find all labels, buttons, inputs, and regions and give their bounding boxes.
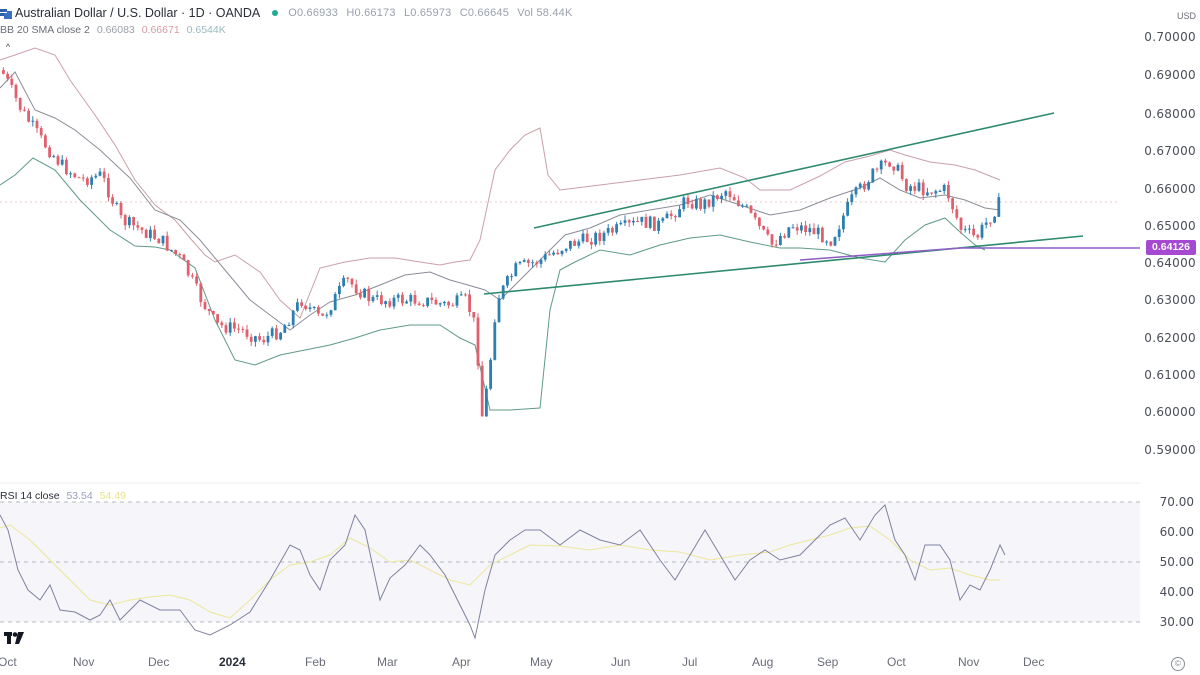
time-label-year: 2024: [219, 655, 246, 669]
time-label: Sep: [817, 655, 839, 669]
low-value: L0.65973: [403, 7, 452, 19]
symbol-title[interactable]: Australian Dollar / U.S. Dollar · 1D · O…: [15, 6, 261, 20]
time-label: Mar: [377, 655, 398, 669]
time-label: Dec: [1023, 655, 1045, 669]
rsi-axis-label: 30.00: [1159, 615, 1194, 629]
close-value: C0.66645: [459, 7, 510, 19]
time-label: May: [530, 655, 553, 669]
price-label: 0.59000: [1144, 443, 1196, 457]
collapse-legend-icon[interactable]: ^: [5, 42, 11, 52]
bb-lower-band: [0, 157, 986, 411]
bb-upper-value: 0.66671: [141, 24, 180, 36]
bollinger-legend[interactable]: BB 20 SMA close 2 0.66083 0.66671 0.6544…: [0, 24, 226, 36]
support-trendline[interactable]: [799, 247, 1140, 261]
time-label: Dec: [148, 655, 170, 669]
price-axis[interactable]: USD 0.70000 0.69000 0.68000 0.67000 0.66…: [1140, 0, 1200, 480]
volume-value: Vol 58.44K: [517, 7, 573, 19]
rsi-legend[interactable]: RSI 14 close 53.54 54.49: [0, 490, 126, 502]
price-label: 0.70000: [1144, 30, 1196, 44]
lower-channel-trendline[interactable]: [483, 235, 1084, 295]
time-label: Oct: [0, 655, 17, 669]
price-label: 0.63000: [1144, 293, 1196, 307]
price-label: 0.66000: [1144, 182, 1196, 196]
high-value: H0.66173: [346, 7, 396, 19]
currency-label: USD: [1176, 11, 1196, 21]
rsi-axis[interactable]: 70.00 60.00 50.00 40.00 30.00: [1140, 488, 1200, 638]
time-label: Oct: [887, 655, 906, 669]
rsi-axis-label: 60.00: [1159, 525, 1194, 539]
ohlc-values: O0.66933 H0.66173 L0.65973 C0.66645 Vol …: [288, 7, 577, 19]
time-label: Jul: [682, 655, 698, 669]
chart-header: Australian Dollar / U.S. Dollar · 1D · O…: [0, 4, 578, 22]
price-tag[interactable]: 0.64126: [1146, 240, 1196, 255]
price-chart-canvas[interactable]: [0, 0, 1140, 655]
bb-basis: [0, 71, 1001, 331]
bb-upper-band: [0, 47, 1001, 319]
price-label: 0.67000: [1144, 144, 1196, 158]
rsi-axis-label: 40.00: [1159, 585, 1194, 599]
rsi-ma-value: 54.49: [99, 490, 126, 502]
upper-channel-trendline[interactable]: [533, 112, 1055, 229]
time-label: Nov: [73, 655, 95, 669]
price-label: 0.62000: [1144, 331, 1196, 345]
time-label: Nov: [958, 655, 980, 669]
symbol-flag-icon: [0, 9, 12, 19]
price-label: 0.61000: [1144, 368, 1196, 382]
time-label: Aug: [752, 655, 774, 669]
time-label: Jun: [611, 655, 631, 669]
candlestick-series: [2, 67, 1001, 417]
time-axis[interactable]: Oct Nov Dec 2024 Feb Mar Apr May Jun Jul…: [0, 655, 1140, 673]
rsi-ma-line: [0, 524, 1000, 619]
bb-basis-value: 0.66083: [96, 24, 135, 36]
price-label: 0.60000: [1144, 405, 1196, 419]
chart-settings-icon[interactable]: ©: [1171, 657, 1185, 671]
rsi-axis-label: 50.00: [1159, 555, 1194, 569]
open-value: O0.66933: [288, 7, 339, 19]
rsi-label: RSI 14 close: [0, 490, 60, 502]
bb-lower-value: 0.6544K: [186, 24, 226, 36]
time-label: Feb: [305, 655, 326, 669]
bb-label: BB 20 SMA close 2: [0, 24, 90, 36]
rsi-axis-label: 70.00: [1159, 495, 1194, 509]
rsi-value: 53.54: [66, 490, 93, 502]
price-label: 0.64000: [1144, 256, 1196, 270]
price-label: 0.69000: [1144, 68, 1196, 82]
price-label: 0.65000: [1144, 219, 1196, 233]
rsi-line: [0, 504, 1006, 640]
market-status-dot: [272, 10, 279, 16]
time-label: Apr: [452, 655, 471, 669]
price-label: 0.68000: [1144, 107, 1196, 121]
tradingview-logo-icon[interactable]: [4, 632, 26, 646]
